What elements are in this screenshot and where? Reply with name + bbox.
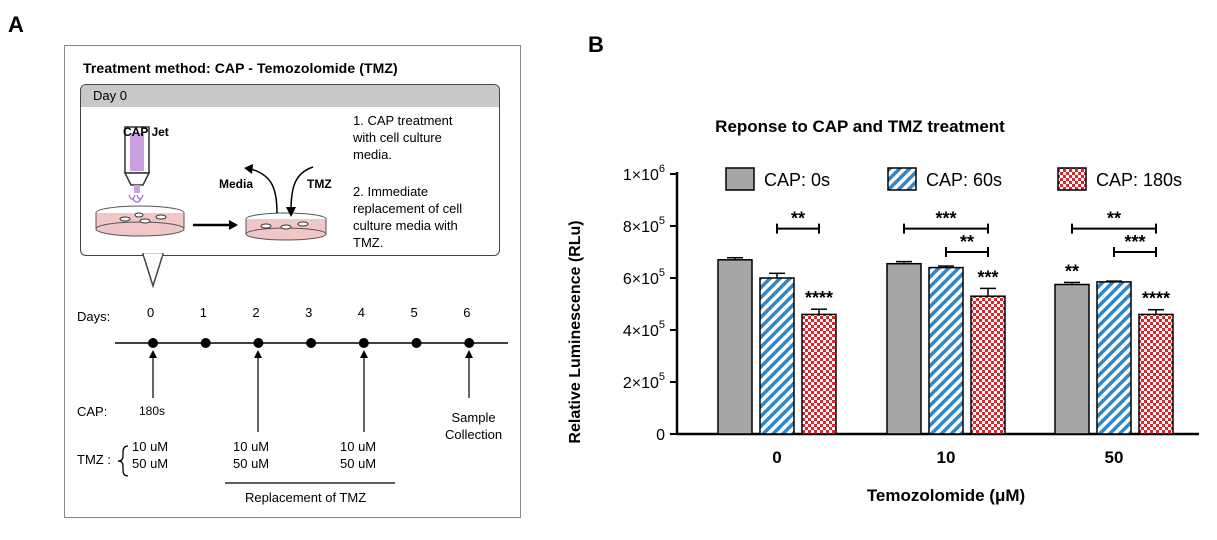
media-label: Media (219, 177, 254, 191)
y-tick-label: 1×106 (623, 163, 665, 184)
bar (1054, 283, 1090, 435)
significance-label: *** (977, 267, 998, 287)
legend-label: CAP: 180s (1096, 170, 1182, 190)
tmz-doses: 10 uM 50 uM (132, 439, 169, 471)
replacement-doses-day4: 10 uM 50 uM (340, 439, 377, 471)
legend-swatch (725, 167, 755, 191)
tmz-row-label: TMZ : (77, 452, 111, 467)
significance-label: ** (1065, 261, 1079, 281)
bracket-label: ** (1107, 209, 1121, 229)
day-label: 1 (199, 305, 207, 320)
cap-jet-icon (123, 126, 151, 203)
cap-row-label: CAP: (77, 404, 108, 419)
cap-illustration (95, 126, 327, 241)
panel-a-protocol-box: Treatment method: CAP - Temozolomide (TM… (64, 45, 521, 518)
legend-label: CAP: 60s (926, 170, 1002, 190)
bar (886, 262, 922, 435)
day-label: 6 (463, 305, 471, 320)
replacement-doses-day2: 10 uM 50 uM (233, 439, 270, 471)
day-dot (306, 338, 317, 348)
bar (970, 295, 1006, 435)
day-label: 5 (410, 305, 418, 320)
x-tick-label: 50 (1105, 448, 1124, 467)
day0-label: Day 0 (93, 88, 127, 103)
bar (928, 266, 964, 435)
days-label: Days: (77, 309, 111, 324)
panel-b-letter: B (588, 32, 604, 57)
cap-dose: 180s (139, 404, 166, 418)
day-dot (200, 338, 211, 348)
y-tick-label: 4×105 (623, 319, 665, 340)
x-tick-label: 10 (937, 448, 956, 467)
dish-2-icon (245, 212, 327, 241)
day-dot (253, 338, 264, 348)
chart-title: Reponse to CAP and TMZ treatment (715, 117, 1005, 136)
day-label: 4 (357, 305, 366, 320)
bracket-label: ** (960, 232, 974, 252)
day-dot (358, 338, 369, 348)
day-dot (411, 338, 422, 348)
y-tick-label: 6×105 (623, 267, 665, 288)
significance-label: **** (1142, 289, 1170, 309)
y-axis-label: Relative Luminescence (RLu) (567, 220, 584, 443)
cap-jet-label: CAP Jet (123, 125, 169, 139)
bar (717, 259, 753, 435)
legend-label: CAP: 0s (764, 170, 830, 190)
protocol-title: Treatment method: CAP - Temozolomide (TM… (83, 60, 398, 76)
bar (801, 313, 837, 435)
bracket-label: ** (791, 209, 805, 229)
y-tick-label: 8×105 (623, 215, 665, 236)
sample-collection-label: Sample Collection (445, 410, 503, 442)
bar (1138, 313, 1174, 435)
legend-swatch (887, 167, 917, 191)
bar (759, 277, 795, 435)
legend-swatch (1057, 167, 1087, 191)
day-label: 2 (252, 305, 260, 320)
x-axis-label: Temozolomide (μM) (867, 486, 1025, 505)
panel-a-letter: A (8, 12, 24, 37)
day-dot (148, 338, 158, 348)
day0-box: Day 0 (80, 84, 500, 256)
bar (1096, 281, 1132, 435)
y-tick-label: 2×105 (623, 371, 665, 392)
replacement-label: Replacement of TMZ (245, 490, 367, 505)
bracket-label: *** (935, 209, 956, 229)
bracket-label: *** (1124, 232, 1145, 252)
day-dot (464, 338, 475, 348)
dish-1-icon (95, 205, 185, 237)
step1-text: 1. CAP treatment with cell culture media… (353, 113, 453, 162)
x-tick-label: 0 (772, 448, 781, 467)
tmz-label: TMZ (307, 177, 332, 191)
y-tick-label: 0 (656, 427, 665, 444)
day0-header: Day 0 (81, 85, 499, 107)
day-label: 3 (305, 305, 313, 320)
step2-text: 2. Immediate replacement of cell culture… (353, 184, 463, 250)
day-label: 0 (147, 305, 155, 320)
bar-chart: Reponse to CAP and TMZ treatment Relativ… (567, 117, 1199, 505)
timeline-graphic (115, 253, 508, 484)
significance-label: **** (805, 288, 833, 308)
